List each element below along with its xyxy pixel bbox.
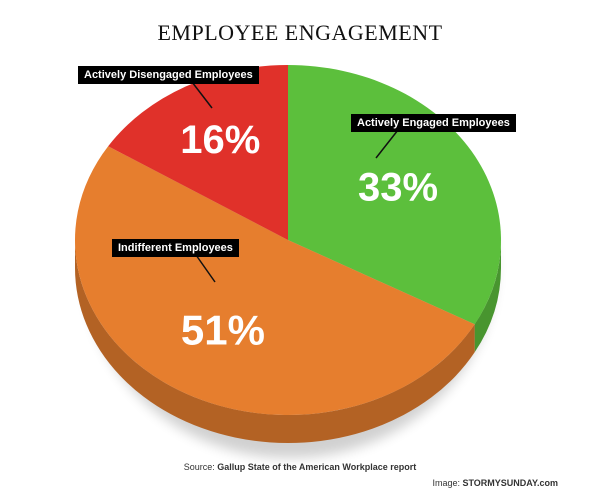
credit-prefix: Image: <box>432 478 463 488</box>
legend-label-actively-disengaged: Actively Disengaged Employees <box>84 69 253 81</box>
pie-depth-layer <box>75 240 501 443</box>
value-label-actively-engaged: 33% <box>358 166 438 210</box>
callout-actively-engaged: Actively Engaged Employees <box>351 114 516 132</box>
source-prefix: Source: <box>183 462 218 472</box>
callout-actively-disengaged: Actively Disengaged Employees <box>78 66 259 84</box>
callout-line-actively-engaged <box>375 129 399 159</box>
chart-title: EMPLOYEE ENGAGEMENT <box>157 20 443 45</box>
source-text: Gallup State of the American Workplace r… <box>217 462 417 472</box>
value-labels: 33% 51% 16% <box>180 118 438 354</box>
pie-side-indifferent <box>75 240 475 443</box>
callout-lines <box>191 81 399 283</box>
callout-indifferent: Indifferent Employees <box>112 239 239 257</box>
pie-side-actively-engaged <box>474 240 501 353</box>
pie-slice-indifferent <box>74 146 475 416</box>
pie-slice-actively-disengaged <box>108 65 289 240</box>
value-label-indifferent: 51% <box>181 306 265 353</box>
callout-line-actively-disengaged <box>191 81 213 109</box>
source-note: Source: Gallup State of the American Wor… <box>0 462 600 472</box>
callout-line-indifferent <box>195 254 216 283</box>
value-label-actively-disengaged: 16% <box>180 118 260 162</box>
credit-text: STORMYSUNDAY.com <box>462 478 558 488</box>
legend-label-actively-engaged: Actively Engaged Employees <box>357 117 510 129</box>
image-credit: Image: STORMYSUNDAY.com <box>432 478 558 488</box>
legend-label-indifferent: Indifferent Employees <box>118 242 233 254</box>
